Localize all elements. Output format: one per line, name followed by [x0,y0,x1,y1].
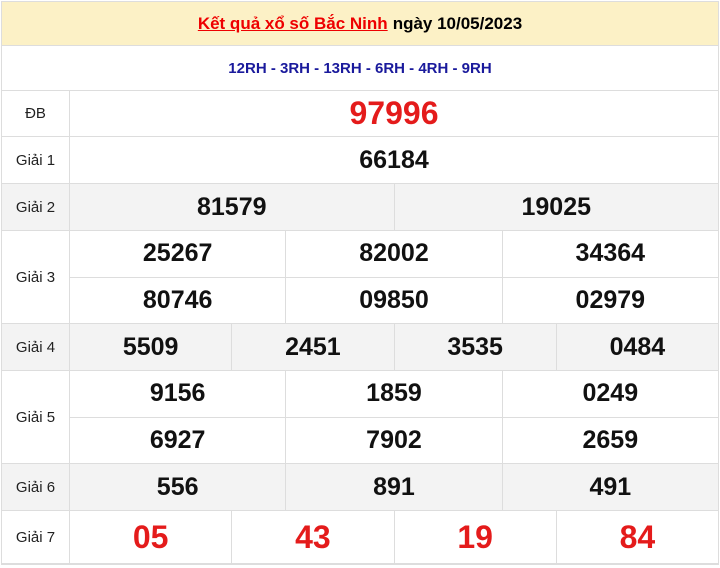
date-text: ngày 10/05/2023 [392,13,523,33]
prize-label: Giải 3 [2,231,70,323]
prize-row: Giải 4 5509 2451 3535 0484 [2,324,718,371]
title-link[interactable]: Kết quả xổ số Bắc Ninh [197,13,388,33]
prize-number: 1859 [285,371,501,417]
prize-number: 556 [156,472,199,501]
prize-row: Giải 5 9156 1859 0249 6927 7902 2659 [2,371,718,464]
prize-row: Giải 7 05 43 19 84 [2,511,718,564]
prize-number: 19 [393,511,556,563]
prize-number: 82002 [285,231,501,277]
prize-row: Giải 6 556 891 491 [2,464,718,511]
prize-number: 5509 [122,332,179,361]
prize-number: 05 [132,518,169,555]
prize-number: 7902 [285,417,501,463]
prize-label: Giải 6 [2,464,70,510]
prize-row: Giải 1 66184 [2,137,718,184]
prize-number: 3535 [393,324,556,370]
prize-number: 81579 [196,192,267,221]
prize-label: ĐB [2,91,70,136]
prize-number: 891 [285,464,501,510]
prize-number: 19025 [393,184,719,230]
prize-label: Giải 7 [2,511,70,563]
prize-number: 43 [231,511,393,563]
prize-number: 6927 [149,425,206,454]
prize-number: 2451 [231,324,393,370]
prize-number: 9156 [149,379,206,408]
prize-label: Giải 4 [2,324,70,370]
prize-number: 97996 [349,95,439,131]
table-header: Kết quả xổ số Bắc Ninh ngày 10/05/2023 [2,2,718,46]
prize-row: Giải 2 81579 19025 [2,184,718,231]
prize-number: 02979 [501,277,718,323]
prize-number: 25267 [142,239,213,268]
prize-number: 0484 [555,324,718,370]
prize-row: ĐB 97996 [2,91,718,137]
prize-number: 2659 [501,417,718,463]
prize-label: Giải 5 [2,371,70,463]
prize-number: 0249 [501,371,718,417]
prize-number: 34364 [501,231,718,277]
prize-number: 66184 [359,145,429,174]
prize-label: Giải 2 [2,184,70,230]
prize-label: Giải 1 [2,137,70,183]
prize-number: 09850 [285,277,501,323]
prize-row: Giải 3 25267 82002 34364 80746 09850 02979 [2,231,718,324]
prize-number: 491 [501,464,718,510]
prize-number: 84 [555,511,718,563]
prize-number: 80746 [142,285,213,314]
special-codes: 12RH - 3RH - 13RH - 6RH - 4RH - 9RH [2,46,718,91]
